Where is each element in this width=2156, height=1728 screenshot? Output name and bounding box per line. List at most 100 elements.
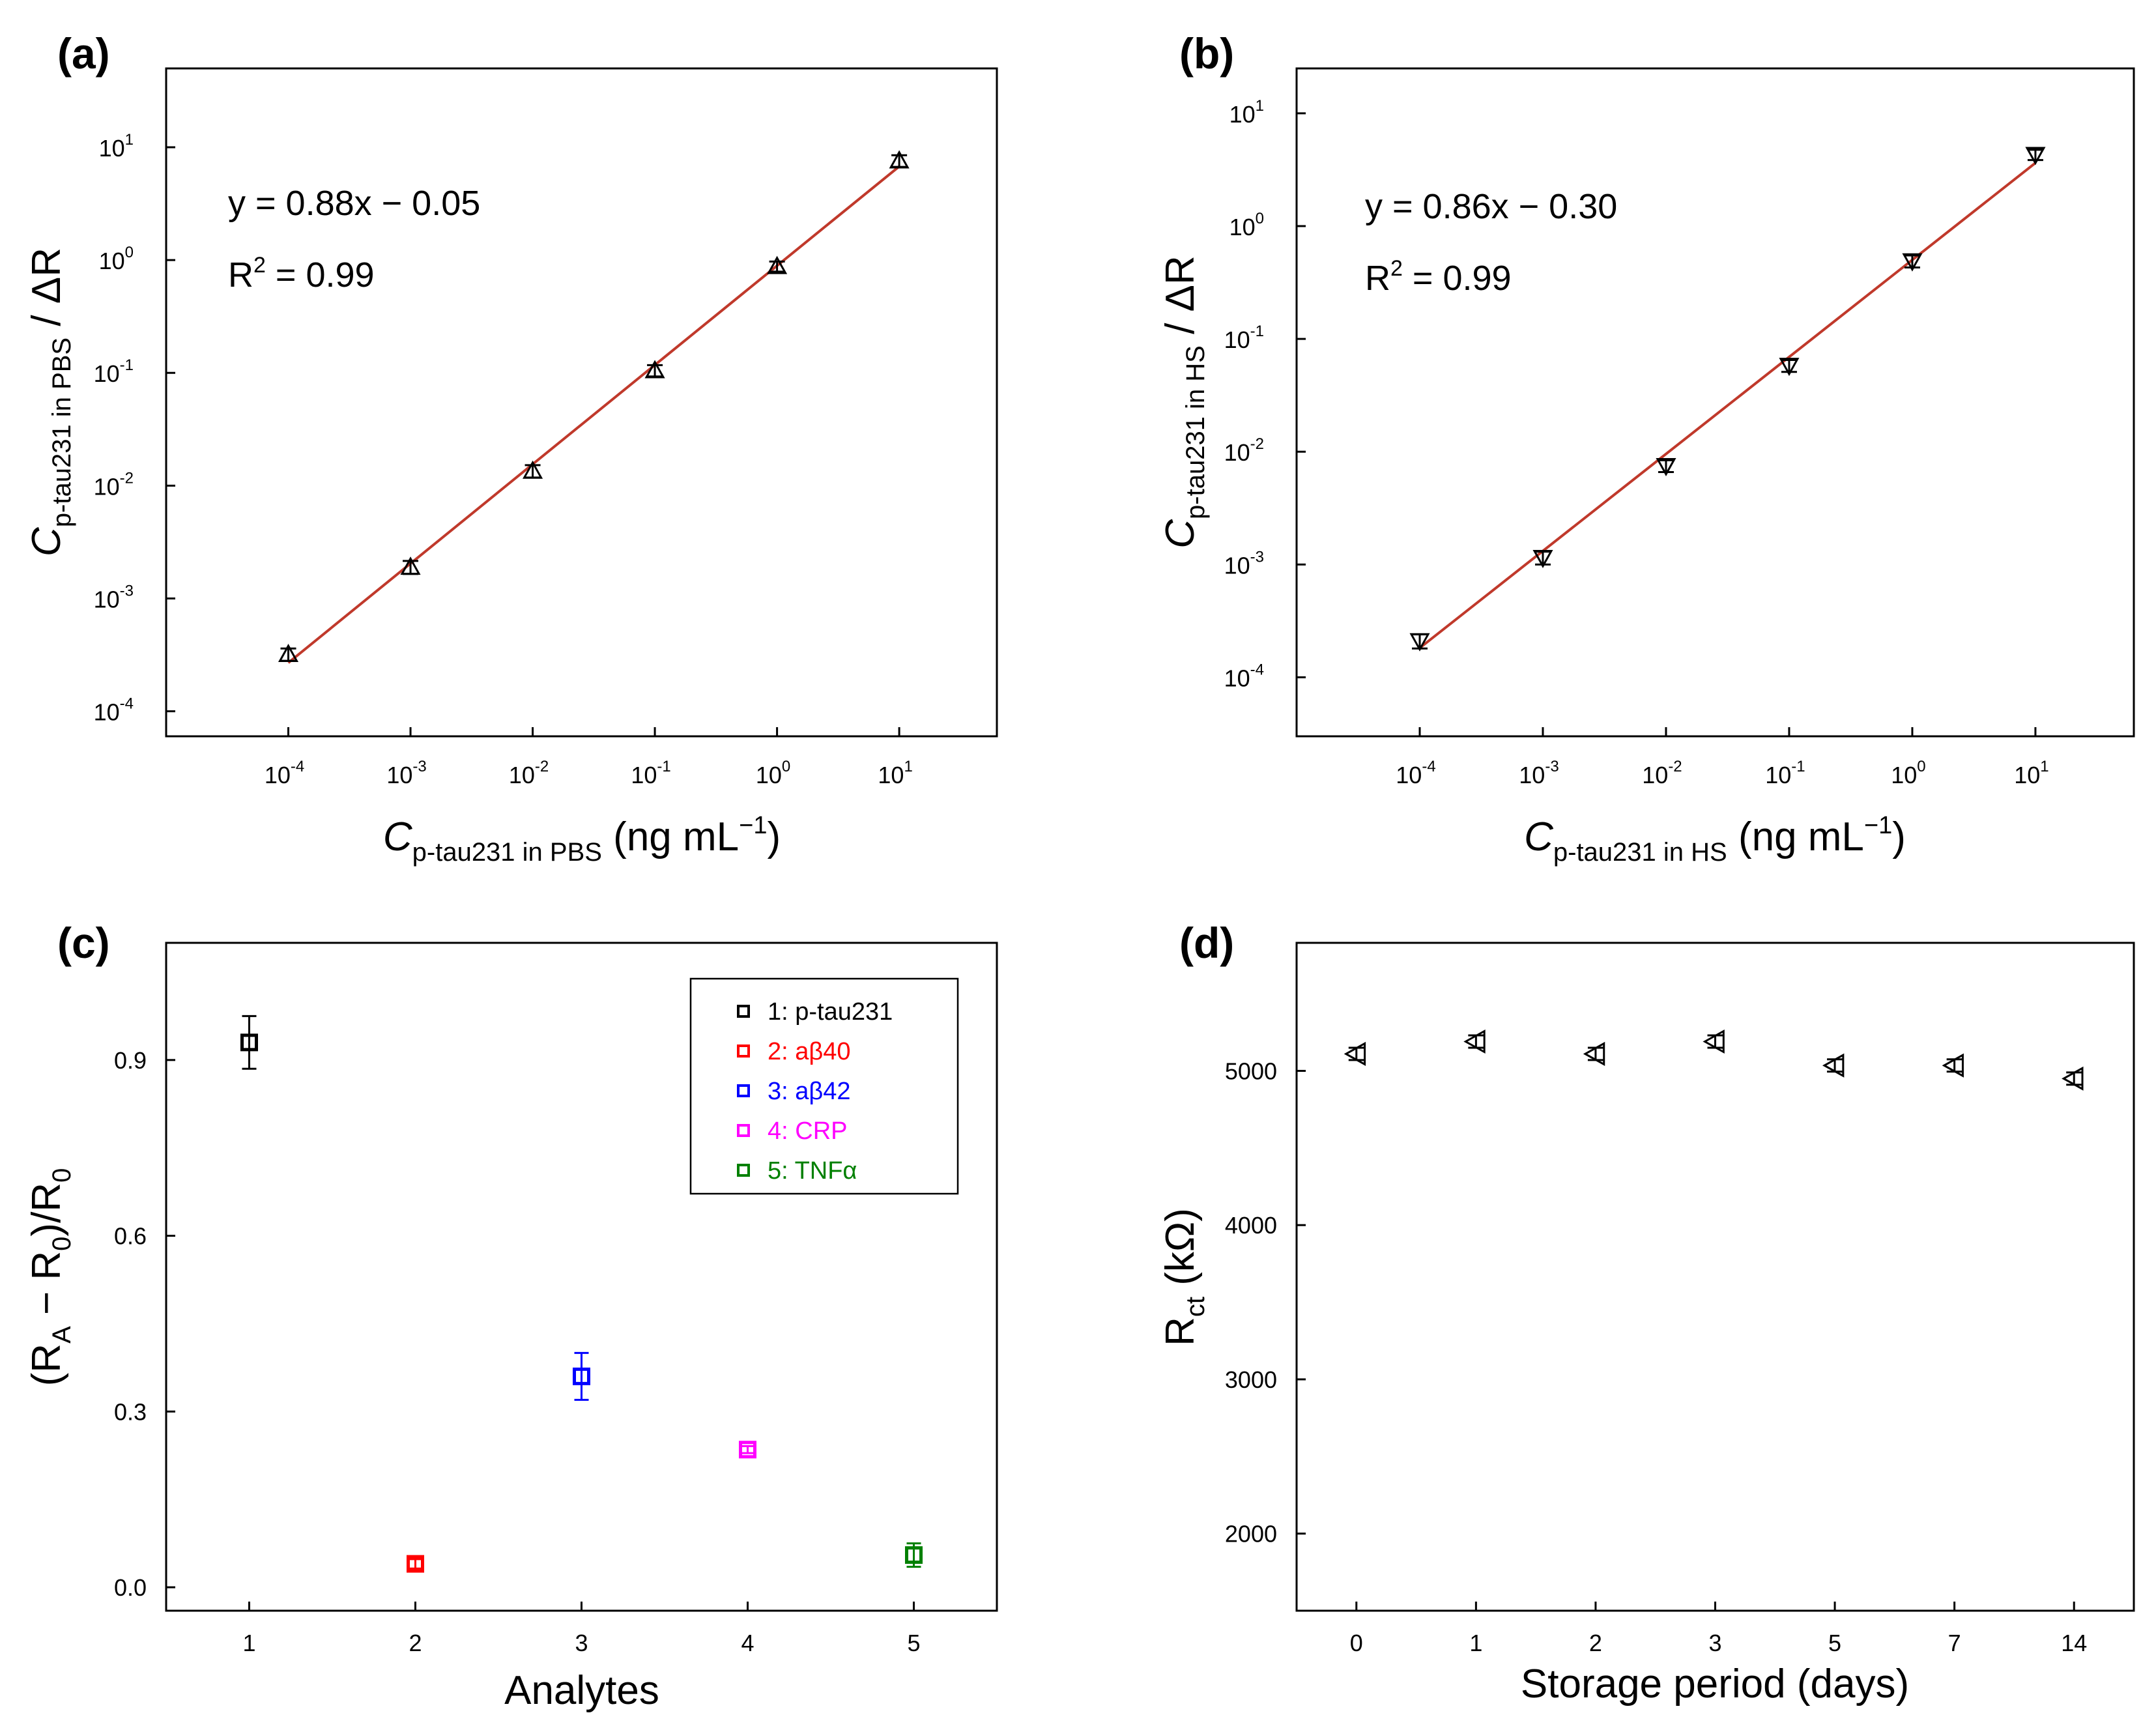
x-tick-label-b: 10-4 bbox=[1396, 758, 1435, 788]
data-point-d bbox=[1703, 1029, 1725, 1054]
panel-c: (c) 1 2 3 4 5 0.0 0.3 0.6 0.9 1: p-tau231 2: aβ40… bbox=[24, 919, 998, 1713]
x-tick-label-c: 4 bbox=[741, 1630, 754, 1656]
panel-label-b: (b) bbox=[1179, 29, 1234, 78]
y-tick-label-c: 0.6 bbox=[114, 1223, 147, 1250]
y-tick-label-c: 0.9 bbox=[114, 1047, 147, 1074]
data-point-b bbox=[1532, 549, 1553, 568]
data-point-b bbox=[1409, 633, 1430, 652]
fit-line-b bbox=[1418, 162, 2037, 650]
data-point-a bbox=[644, 360, 665, 379]
data-points-a bbox=[278, 150, 910, 663]
data-point-d bbox=[1942, 1053, 1964, 1078]
legend-marker bbox=[737, 1124, 750, 1137]
data-point-c bbox=[573, 1367, 590, 1385]
x-tick-label-a: 100 bbox=[756, 758, 790, 788]
panel-d: (d) 0 1 2 3 5 7 14 2000 3000 4000 5000 Storage per… bbox=[1158, 919, 2135, 1706]
axes-b: 10-4 10-3 10-2 10-1 100 101 10-4 10-3 10-2 10-1 10… bbox=[1224, 97, 2049, 788]
y-tick-label-a: 10-3 bbox=[94, 582, 134, 612]
legend-label: 3: aβ42 bbox=[768, 1078, 851, 1105]
data-point-b bbox=[1902, 253, 1923, 272]
x-tick-label-c: 3 bbox=[575, 1630, 588, 1656]
y-tick-label-a: 10-1 bbox=[94, 356, 134, 387]
fit-line-a bbox=[287, 165, 900, 664]
y-tick-label-b: 10-4 bbox=[1224, 661, 1264, 691]
y-tick-label-b: 10-3 bbox=[1224, 548, 1264, 579]
x-tick-label-d: 0 bbox=[1350, 1630, 1363, 1656]
x-tick-label-a: 10-3 bbox=[386, 758, 426, 788]
x-tick-label-d: 1 bbox=[1469, 1630, 1482, 1656]
r-squared-a: R2 = 0.99 bbox=[228, 253, 375, 295]
x-tick-label-c: 5 bbox=[907, 1630, 920, 1656]
data-point-d bbox=[1583, 1041, 1605, 1066]
plot-frame-a bbox=[165, 67, 998, 738]
fit-line-b bbox=[1418, 162, 2037, 650]
data-points-d bbox=[1344, 1029, 2084, 1091]
data-point-a bbox=[889, 150, 910, 169]
legend-label: 2: aβ40 bbox=[768, 1038, 851, 1065]
legend-box bbox=[689, 977, 959, 1195]
r-squared-b: R2 = 0.99 bbox=[1365, 256, 1512, 298]
legend-label: 1: p-tau231 bbox=[768, 998, 893, 1026]
x-tick-label-d: 3 bbox=[1708, 1630, 1721, 1656]
axes-c: 1 2 3 4 5 0.0 0.3 0.6 0.9 bbox=[114, 1047, 921, 1656]
y-axis-title-c: (RA − R0)/R0 bbox=[24, 1168, 76, 1387]
plot-frame-b bbox=[1295, 67, 2135, 738]
legend-marker bbox=[737, 1044, 750, 1058]
y-tick-label-b: 100 bbox=[1229, 210, 1264, 240]
y-axis-title-a: Cp-tau231 in PBS / ΔR bbox=[24, 248, 76, 556]
legend-label: 5: TNFα bbox=[768, 1157, 857, 1185]
legend-marker bbox=[737, 1164, 750, 1177]
data-point-b bbox=[2025, 147, 2046, 166]
data-point-d bbox=[2062, 1066, 2084, 1091]
panel-label-d: (d) bbox=[1179, 919, 1234, 967]
y-tick-label-a: 10-2 bbox=[94, 469, 134, 500]
y-tick-label-c: 0.3 bbox=[114, 1398, 147, 1425]
x-tick-label-b: 101 bbox=[2014, 758, 2048, 788]
data-point-c bbox=[905, 1546, 923, 1564]
data-point-a bbox=[523, 460, 543, 479]
x-axis-title-c: Analytes bbox=[504, 1668, 659, 1713]
x-tick-label-a: 101 bbox=[878, 758, 912, 788]
y-tick-label-a: 101 bbox=[99, 131, 134, 162]
legend-marker bbox=[737, 1084, 750, 1097]
x-tick-label-d: 7 bbox=[1948, 1630, 1961, 1656]
y-tick-label-d: 3000 bbox=[1225, 1366, 1277, 1393]
x-tick-label-a: 10-1 bbox=[631, 758, 670, 788]
data-points-c bbox=[240, 1015, 923, 1573]
data-points-b bbox=[1409, 147, 2046, 652]
x-tick-label-b: 10-1 bbox=[1765, 758, 1805, 788]
fit-line-a bbox=[287, 165, 900, 664]
y-tick-label-a: 100 bbox=[99, 244, 134, 274]
panel-label-a: (a) bbox=[57, 29, 110, 78]
fit-equation-a: y = 0.88x − 0.05 bbox=[228, 184, 480, 223]
y-tick-label-a: 10-4 bbox=[94, 695, 134, 726]
axes-d: 0 1 2 3 5 7 14 2000 3000 4000 5000 bbox=[1225, 1058, 2087, 1656]
data-point-b bbox=[1779, 358, 1800, 377]
legend-label: 4: CRP bbox=[768, 1117, 847, 1145]
data-point-d bbox=[1463, 1029, 1486, 1054]
x-axis-title-d: Storage period (days) bbox=[1521, 1662, 1909, 1706]
y-tick-label-b: 10-1 bbox=[1224, 323, 1264, 353]
data-point-c bbox=[739, 1441, 756, 1459]
panel-a: (a) 10-4 10-3 10-2 10-1 100 10110-410-310-210… bbox=[24, 29, 998, 867]
x-tick-label-d: 14 bbox=[2061, 1630, 2087, 1656]
y-tick-label-d: 4000 bbox=[1225, 1212, 1277, 1239]
y-axis-title-b: Cp-tau231 in HS / ΔR bbox=[1158, 255, 1210, 549]
panel-b: (b) 10-4 10-3 10-2 10-1 100 10110-410-310-210… bbox=[1158, 29, 2135, 867]
data-point-d bbox=[1344, 1041, 1366, 1066]
data-point-a bbox=[767, 255, 788, 274]
data-point-a bbox=[278, 644, 299, 663]
x-tick-label-d: 2 bbox=[1589, 1630, 1602, 1656]
data-point-d bbox=[1822, 1053, 1845, 1078]
x-tick-label-c: 1 bbox=[242, 1630, 255, 1656]
y-tick-label-c: 0.0 bbox=[114, 1574, 147, 1601]
x-tick-label-b: 10-3 bbox=[1519, 758, 1559, 788]
data-point-c bbox=[240, 1033, 258, 1052]
y-tick-label-b: 10-2 bbox=[1224, 435, 1264, 466]
y-axis-title-d: Rct (kΩ) bbox=[1158, 1208, 1210, 1346]
x-axis-title-a: Cp-tau231 in PBS (ng mL−1) bbox=[383, 812, 781, 867]
x-tick-label-a: 10-4 bbox=[265, 758, 304, 788]
panel-label-c: (c) bbox=[57, 919, 110, 967]
legend-marker bbox=[737, 1005, 750, 1018]
